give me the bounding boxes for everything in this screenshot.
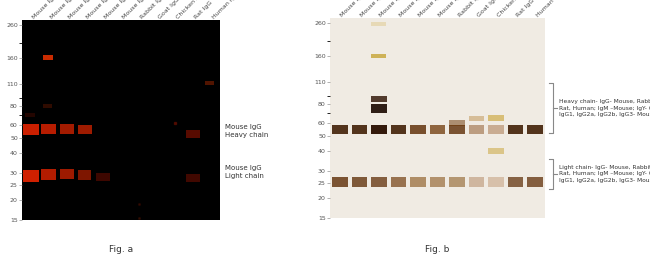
Bar [371, 96, 387, 102]
Bar [60, 124, 74, 134]
Bar [25, 113, 34, 117]
Bar [205, 81, 214, 85]
Bar [410, 125, 426, 134]
Bar [352, 125, 367, 134]
Bar [43, 104, 52, 108]
Text: Light chain- IgG- Mouse, Rabbit, Goat,
Rat, Human; IgM –Mouse; IgY- Chicken;
IgG: Light chain- IgG- Mouse, Rabbit, Goat, R… [558, 165, 650, 183]
Bar [371, 104, 387, 113]
Bar [371, 22, 386, 26]
Bar [469, 116, 484, 121]
Bar [78, 170, 92, 180]
Bar [42, 124, 56, 134]
Bar [23, 170, 38, 182]
Bar [508, 125, 523, 134]
Bar [449, 125, 465, 134]
Bar [430, 125, 445, 134]
Bar [527, 125, 543, 134]
Bar [410, 177, 426, 187]
Bar [469, 177, 484, 187]
Bar [332, 177, 348, 187]
Bar [78, 125, 92, 134]
Text: Heavy chain- IgG- Mouse, Rabbit, Goat,
Rat, Human; IgM –Mouse; IgY- Chicken;
IgG: Heavy chain- IgG- Mouse, Rabbit, Goat, R… [558, 99, 650, 117]
Bar [332, 125, 348, 134]
Bar [186, 130, 200, 138]
Bar [23, 124, 38, 135]
Bar [449, 120, 465, 126]
Text: Fig. b: Fig. b [425, 245, 450, 254]
Bar [371, 125, 387, 134]
Bar [371, 177, 387, 187]
Text: Fig. a: Fig. a [109, 245, 133, 254]
Bar [42, 169, 56, 180]
Bar [43, 55, 53, 60]
Bar [430, 177, 445, 187]
Bar [352, 177, 367, 187]
Bar [60, 169, 74, 179]
Bar [391, 125, 406, 134]
Bar [488, 115, 504, 121]
Bar [469, 125, 484, 134]
Bar [391, 177, 406, 187]
Text: Mouse IgG
Light chain: Mouse IgG Light chain [225, 165, 264, 179]
Text: Mouse IgG
Heavy chain: Mouse IgG Heavy chain [225, 124, 268, 138]
Bar [527, 177, 543, 187]
Bar [96, 173, 110, 181]
Bar [488, 148, 504, 154]
Bar [371, 54, 386, 58]
Bar [508, 177, 523, 187]
Bar [449, 177, 465, 187]
Bar [488, 125, 504, 134]
Bar [488, 177, 504, 187]
Bar [186, 174, 200, 182]
